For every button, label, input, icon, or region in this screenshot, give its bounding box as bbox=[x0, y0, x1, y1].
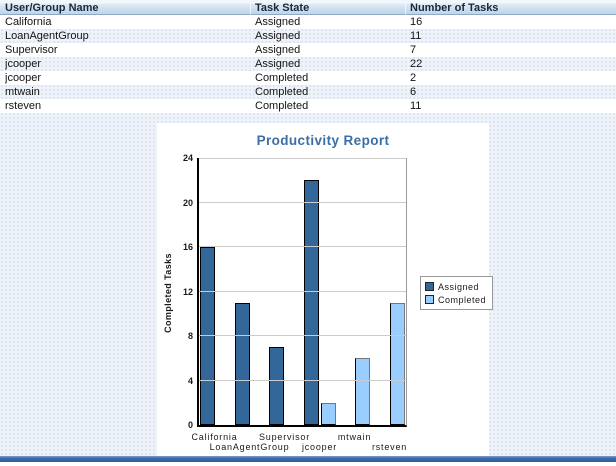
y-tick-label: 16 bbox=[182, 242, 193, 253]
legend-item: Assigned bbox=[425, 280, 486, 293]
bar-slot bbox=[268, 158, 285, 425]
bar-assigned bbox=[234, 302, 250, 425]
gridline bbox=[199, 290, 406, 292]
bar-assigned bbox=[200, 247, 216, 425]
y-tick-label: 24 bbox=[182, 153, 193, 163]
bar-groups bbox=[199, 158, 406, 425]
table-cell: California bbox=[5, 16, 52, 28]
table-cell: 6 bbox=[410, 86, 417, 98]
y-tick-label: 12 bbox=[182, 286, 193, 297]
x-axis-labels: California LoanAgentGroup Supervisor jcoope… bbox=[191, 429, 408, 455]
bar-slot bbox=[372, 158, 389, 425]
table-cell: 2 bbox=[410, 72, 417, 84]
table-cell: 7 bbox=[410, 44, 417, 56]
gridline bbox=[199, 246, 406, 247]
bottom-margin bbox=[0, 462, 616, 466]
table-cell: Assigned bbox=[255, 44, 301, 56]
gridline bbox=[199, 158, 406, 159]
bar-slot bbox=[216, 158, 233, 425]
table-row: rsteven Completed 11 bbox=[0, 99, 616, 113]
bar-slot bbox=[251, 158, 268, 425]
plot-area: 0 4 8 12 16 20 24 bbox=[183, 153, 407, 430]
table-header-row: User/Group Name Task State Number of Tas… bbox=[0, 0, 616, 15]
table-cell: Assigned bbox=[255, 16, 301, 28]
table-cell: mtwain bbox=[5, 86, 40, 98]
table-cell: jcooper bbox=[5, 58, 42, 70]
gridline bbox=[199, 335, 406, 336]
table-row: Supervisor Assigned 7 bbox=[0, 43, 616, 57]
table-cell: Assigned bbox=[255, 58, 301, 70]
table-row: jcooper Assigned 22 bbox=[0, 57, 616, 71]
table-cell: 11 bbox=[410, 30, 422, 42]
y-tick-label: 4 bbox=[187, 375, 193, 386]
bar-completed bbox=[320, 402, 336, 425]
x-tick-label: LoanAgentGroup bbox=[209, 442, 290, 452]
y-tick-label: 20 bbox=[182, 197, 193, 208]
bar-completed bbox=[389, 302, 405, 425]
chart-title: Productivity Report bbox=[256, 133, 390, 148]
table-cell: 16 bbox=[410, 16, 423, 28]
x-tick-label: Supervisor bbox=[258, 432, 311, 442]
gridline bbox=[199, 201, 406, 203]
table-cell: jcooper bbox=[5, 72, 42, 84]
bar-group-supervisor bbox=[268, 158, 303, 425]
table-cell: 22 bbox=[410, 58, 423, 70]
gridline bbox=[199, 379, 406, 381]
bar-assigned bbox=[303, 180, 319, 425]
x-tick-label: mtwain bbox=[337, 432, 372, 442]
bar-group-loanagentgroup bbox=[234, 158, 269, 425]
x-tick-label: jcooper bbox=[301, 442, 338, 452]
bar-group-california bbox=[199, 158, 234, 425]
column-header-user-group-name: User/Group Name bbox=[5, 2, 99, 14]
table-row: mtwain Completed 6 bbox=[0, 85, 616, 99]
task-report-table: User/Group Name Task State Number of Tas… bbox=[0, 0, 616, 113]
bar-slot bbox=[320, 158, 337, 425]
table-row: LoanAgentGroup Assigned 11 bbox=[0, 29, 616, 43]
bar-completed bbox=[355, 358, 371, 425]
bar-slot bbox=[389, 158, 406, 425]
table-body: California Assigned 16 LoanAgentGroup Assign… bbox=[0, 15, 616, 113]
legend-swatch-completed bbox=[425, 295, 434, 304]
legend-item: Completed bbox=[425, 293, 486, 306]
column-header-number-of-tasks: Number of Tasks bbox=[405, 2, 616, 15]
bar-slot bbox=[234, 158, 251, 425]
legend: Assigned Completed bbox=[420, 276, 494, 310]
y-tick-label: 0 bbox=[187, 420, 193, 430]
table-cell: Completed bbox=[255, 100, 309, 112]
bar-group-mtwain bbox=[337, 158, 372, 425]
legend-label: Completed bbox=[438, 294, 487, 305]
table-cell: Supervisor bbox=[5, 44, 58, 56]
bar-group-rsteven bbox=[372, 158, 407, 425]
column-header-task-state: Task State bbox=[250, 2, 410, 15]
x-tick-label: rsteven bbox=[371, 442, 408, 452]
y-tick-label: 8 bbox=[187, 331, 193, 342]
footer-bar bbox=[0, 456, 616, 462]
bar-slot bbox=[303, 158, 320, 425]
table-cell: 11 bbox=[410, 100, 422, 112]
table-cell: Completed bbox=[255, 72, 309, 84]
table-row: jcooper Completed 2 bbox=[0, 71, 616, 85]
bar-slot bbox=[337, 158, 354, 425]
table-cell: LoanAgentGroup bbox=[5, 30, 89, 42]
bar-slot bbox=[199, 158, 216, 425]
table-cell: rsteven bbox=[5, 100, 42, 112]
x-tick-label: California bbox=[191, 432, 238, 442]
bar-assigned bbox=[269, 347, 285, 425]
table-row: California Assigned 16 bbox=[0, 15, 616, 29]
legend-label: Assigned bbox=[438, 281, 480, 292]
legend-swatch-assigned bbox=[425, 282, 434, 291]
table-cell: Completed bbox=[255, 86, 309, 98]
bar-group-jcooper bbox=[303, 158, 338, 425]
bar-slot bbox=[354, 158, 371, 425]
bar-slot bbox=[285, 158, 302, 425]
table-cell: Assigned bbox=[255, 30, 301, 42]
